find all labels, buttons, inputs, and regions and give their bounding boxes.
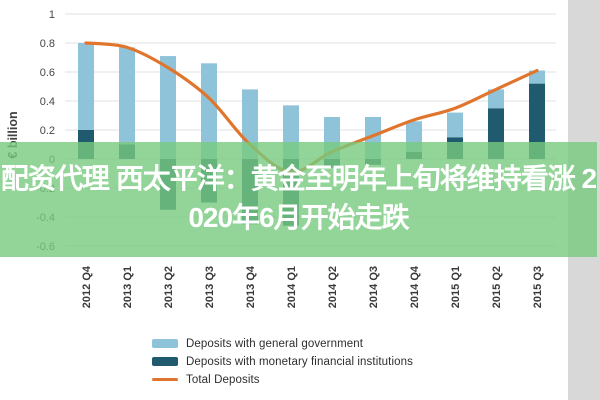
- y-tick-label: 0.4: [40, 96, 55, 108]
- bar-monetary-institutions: [529, 83, 545, 159]
- bar-general-government: [119, 47, 135, 145]
- y-tick-label: 0.2: [40, 125, 55, 137]
- x-tick-label: 2015 Q2: [491, 266, 503, 308]
- chart-legend: Deposits with general government Deposit…: [152, 336, 413, 387]
- legend-swatch-monetary-institutions: [152, 357, 178, 366]
- legend-swatch-general-government: [152, 339, 178, 348]
- legend-label-general-government: Deposits with general government: [186, 337, 364, 350]
- bar-general-government: [78, 43, 94, 130]
- bar-general-government: [160, 56, 176, 159]
- x-tick-label: 2013 Q1: [122, 266, 134, 308]
- legend-item-monetary-institutions: Deposits with monetary financial institu…: [152, 354, 413, 369]
- legend-item-general-government: Deposits with general government: [152, 336, 413, 351]
- legend-item-total-deposits: Total Deposits: [152, 372, 413, 387]
- x-tick-label: 2013 Q4: [245, 265, 257, 308]
- headline-line-2: 020年6月开始走跌: [188, 202, 409, 233]
- x-tick-label: 2015 Q3: [532, 266, 544, 308]
- legend-label-total-deposits: Total Deposits: [186, 373, 260, 386]
- y-tick-label: 0.6: [40, 67, 55, 79]
- x-tick-label: 2014 Q2: [327, 266, 339, 308]
- y-tick-label: 0.8: [40, 38, 55, 50]
- y-tick-label: 1: [49, 9, 55, 21]
- bar-general-government: [488, 89, 504, 109]
- x-tick-label: 2014 Q4: [409, 265, 421, 308]
- x-tick-label: 2012 Q4: [81, 265, 93, 308]
- headline-line-1: 配资代理 西太平洋：黄金至明年上旬将维持看涨 2: [0, 163, 597, 194]
- bar-general-government: [447, 112, 463, 138]
- bar-general-government: [201, 63, 217, 159]
- x-tick-label: 2014 Q3: [368, 266, 380, 308]
- x-tick-label: 2014 Q1: [286, 266, 298, 308]
- x-tick-label: 2013 Q3: [204, 266, 216, 308]
- x-tick-label: 2015 Q1: [450, 266, 462, 308]
- legend-label-monetary-institutions: Deposits with monetary financial institu…: [186, 355, 413, 368]
- legend-swatch-total-deposits: [152, 377, 178, 382]
- x-tick-label: 2013 Q2: [163, 266, 175, 308]
- overlay-headline-banner: 配资代理 西太平洋：黄金至明年上旬将维持看涨 2 020年6月开始走跌: [0, 142, 597, 257]
